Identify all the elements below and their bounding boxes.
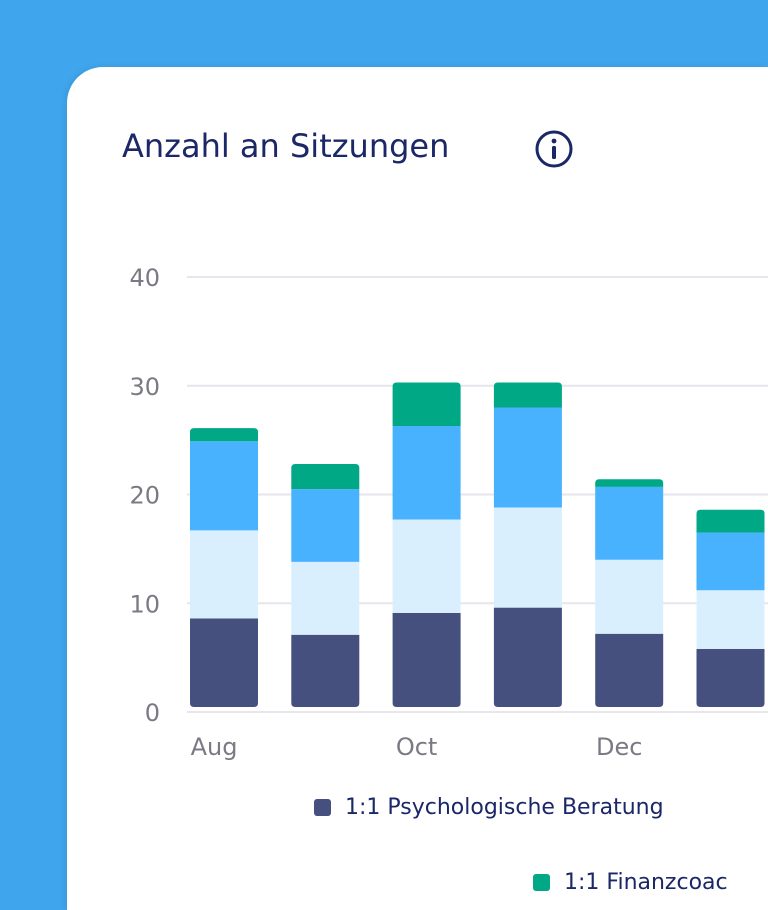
bar-segment[interactable] [595,479,664,487]
bar-segment[interactable] [493,407,562,508]
bar-segment[interactable] [696,532,765,591]
bar-segment[interactable] [493,507,562,608]
bar-segment[interactable] [696,590,765,649]
y-tick-label: 30 [129,373,160,401]
bar-segment[interactable] [392,519,461,614]
bar-segment[interactable] [595,559,664,634]
y-tick-label: 10 [129,590,160,618]
info-circle-icon[interactable] [535,130,573,168]
bar-segment[interactable] [190,530,258,619]
bar-segment[interactable] [392,613,461,707]
y-tick-label: 40 [129,264,160,292]
legend-swatch [314,799,331,816]
bar-segment[interactable] [190,441,258,531]
legend-label: 1:1 Finanzcoac [564,870,728,895]
bar-segment[interactable] [696,509,765,533]
bar-segment[interactable] [392,382,461,426]
y-tick-label: 0 [145,699,160,727]
legend-swatch [533,874,550,891]
x-tick-label: Aug [191,733,238,761]
x-tick-label: Oct [396,733,438,761]
legend-label: 1:1 Psychologische Beratung [345,795,664,820]
bar-segment[interactable] [291,561,360,635]
legend-item-finanzcoaching[interactable]: 1:1 Finanzcoac [533,870,728,895]
bar-segment[interactable] [291,489,360,562]
bar-segment[interactable] [190,618,258,707]
chart-title: Anzahl an Sitzungen [122,127,450,165]
bar-segment[interactable] [291,464,360,490]
bar-segment[interactable] [190,428,258,442]
bar-segment[interactable] [696,648,765,707]
bar-segment[interactable] [291,634,360,707]
bar-segment[interactable] [392,425,461,520]
legend-item-psychologische-beratung[interactable]: 1:1 Psychologische Beratung [314,795,664,820]
bar-segment[interactable] [493,607,562,707]
x-tick-label: Dec [596,733,642,761]
bar-segment[interactable] [595,633,664,707]
bar-segment[interactable] [493,382,562,408]
y-tick-label: 20 [129,482,160,510]
bar-segment[interactable] [595,486,664,560]
